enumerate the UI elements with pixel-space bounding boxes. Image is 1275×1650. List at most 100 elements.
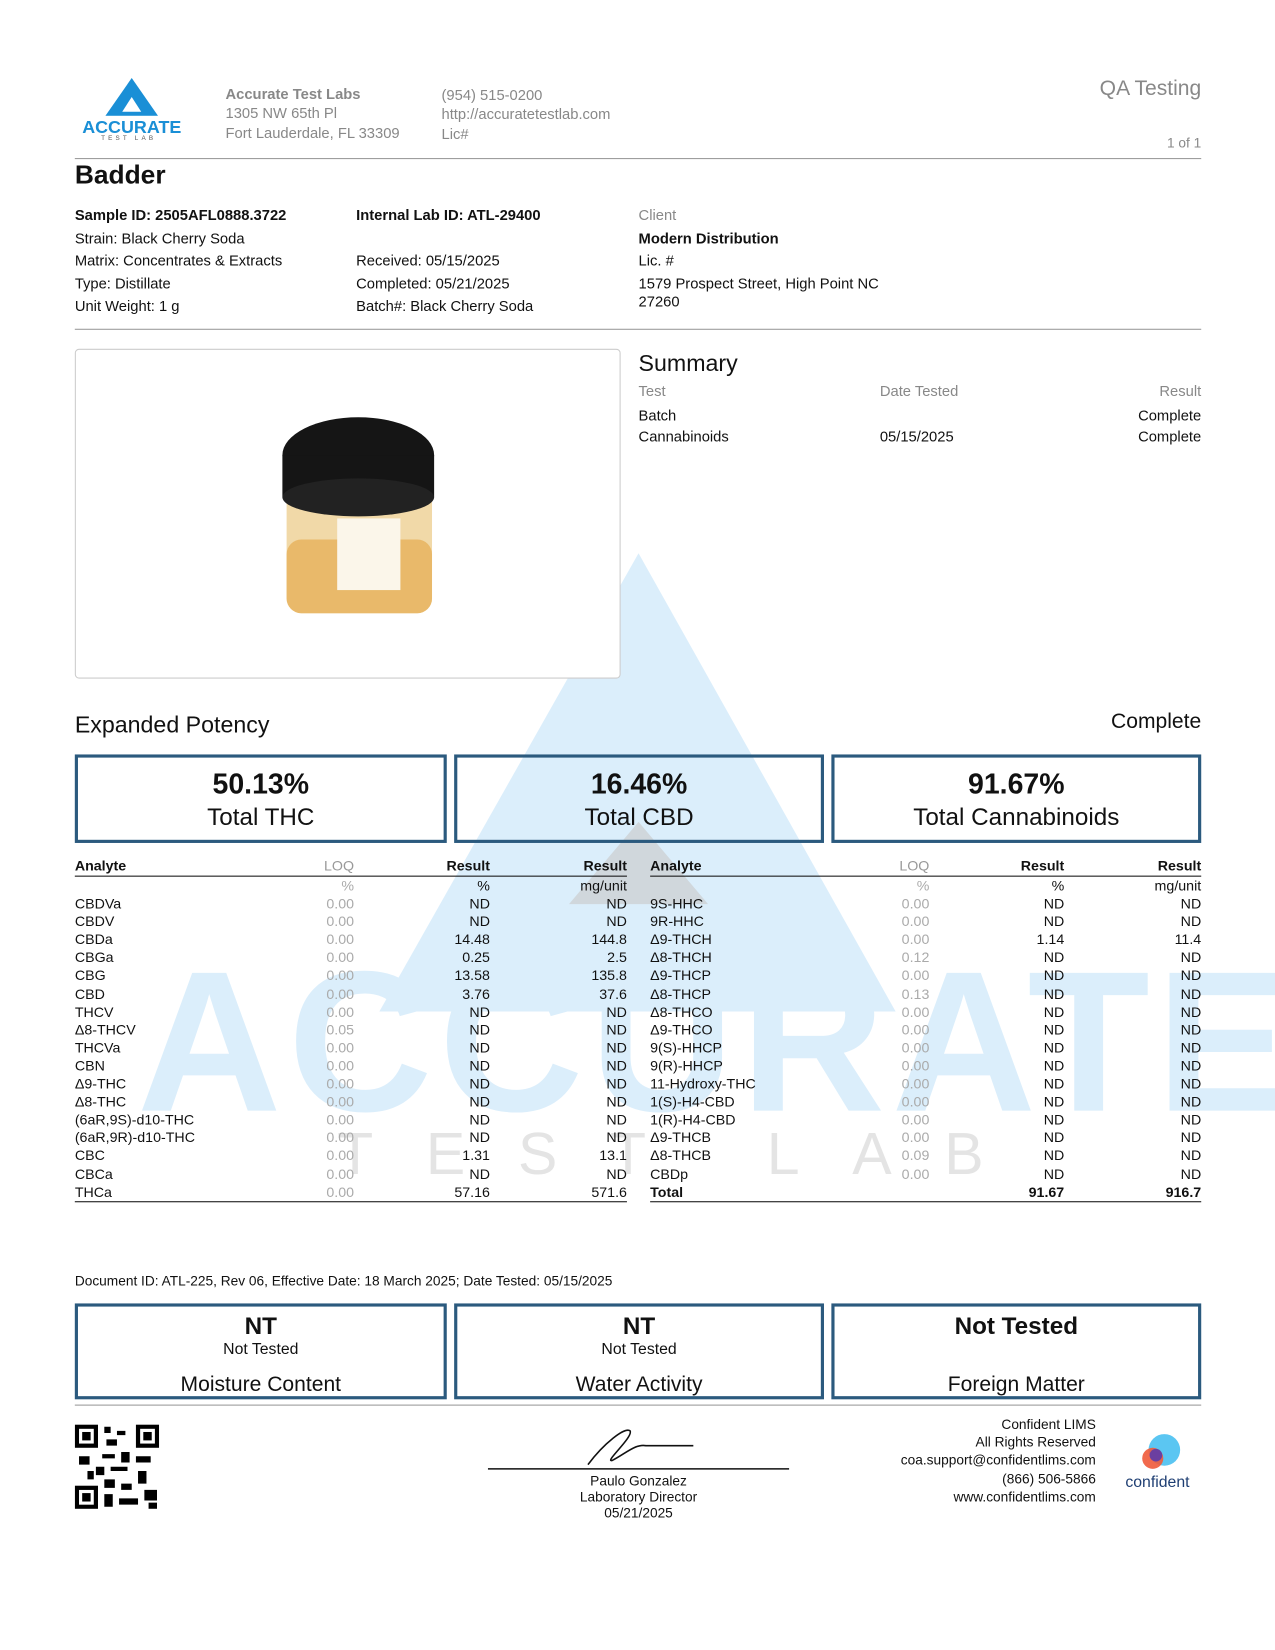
value: 57.16 — [454, 1183, 490, 1200]
value: ND — [1180, 1057, 1202, 1074]
value: ND — [469, 1129, 490, 1146]
value: ND — [469, 913, 490, 930]
value: 0.00 — [901, 1039, 930, 1056]
total-label: Total THC — [207, 802, 315, 831]
analyte: Δ8-THCO — [650, 1003, 713, 1020]
value: 571.6 — [591, 1183, 627, 1200]
value: 13.58 — [454, 967, 490, 984]
client-address: 27260 — [638, 292, 680, 310]
test-box: Not Tested Foreign Matter — [831, 1303, 1202, 1400]
value: ND — [1180, 1093, 1202, 1110]
divider — [74, 158, 1202, 160]
value: 0.00 — [326, 985, 355, 1002]
lab-lic: Lic# — [441, 125, 469, 143]
lab-name: Accurate Test Labs — [225, 85, 361, 103]
client-name: Modern Distribution — [638, 229, 779, 247]
header-rule — [650, 875, 1202, 877]
analyte: CBDV — [74, 913, 115, 930]
analyte: 9S-HHC — [650, 895, 704, 912]
analyte: CBD — [74, 985, 105, 1002]
sign-date: 05/21/2025 — [604, 1504, 673, 1521]
value: 0.00 — [326, 1183, 355, 1200]
value: ND — [1043, 1057, 1065, 1074]
value: ND — [1043, 1075, 1065, 1092]
value: 135.8 — [591, 967, 627, 984]
table-header: LOQ — [899, 857, 930, 874]
value: 37.6 — [599, 985, 627, 1002]
summary-header: Result — [1159, 382, 1202, 400]
value: ND — [1043, 1003, 1065, 1020]
value: 0.00 — [326, 1111, 355, 1128]
logo-text: ACCURATE — [82, 116, 182, 137]
analyte: Δ8-THCH — [650, 949, 712, 966]
analyte: (6aR,9R)-d10-THC — [74, 1129, 195, 1146]
summary-header: Test — [638, 382, 666, 400]
value: ND — [1180, 1003, 1202, 1020]
value: 0.05 — [326, 1021, 355, 1038]
value: ND — [606, 1021, 627, 1038]
test-value: NT — [622, 1311, 656, 1340]
value: 0.00 — [901, 1165, 930, 1182]
jar — [282, 417, 435, 614]
analyte: CBDVa — [74, 895, 122, 912]
value: ND — [606, 1057, 627, 1074]
test-value: Not Tested — [954, 1311, 1079, 1340]
value: ND — [1043, 1111, 1065, 1128]
value: ND — [606, 1165, 627, 1182]
total-box: 50.13% Total THC — [74, 754, 447, 843]
value: ND — [469, 895, 490, 912]
value: ND — [1180, 967, 1202, 984]
total-box: 16.46% Total CBD — [454, 754, 824, 843]
value: ND — [606, 1129, 627, 1146]
value: 144.8 — [591, 931, 627, 948]
analyte: 1(R)-H4-CBD — [650, 1111, 736, 1128]
analyte: CBG — [74, 967, 106, 984]
value: ND — [1180, 1147, 1202, 1164]
test-label: Water Activity — [575, 1372, 703, 1397]
table-header: Result — [1157, 857, 1202, 874]
test-sub — [835, 1340, 1199, 1359]
value: 0.00 — [901, 895, 930, 912]
value: ND — [1043, 967, 1065, 984]
value: 0.00 — [901, 1021, 930, 1038]
analyte: Δ8-THCV — [74, 1021, 136, 1038]
client-lic: Lic. # — [638, 251, 674, 269]
value: 0.25 — [462, 949, 490, 966]
internal-id: Internal Lab ID: ATL-29400 — [356, 206, 541, 224]
total-box: 91.67% Total Cannabinoids — [831, 754, 1202, 843]
table-header: Analyte — [650, 857, 702, 874]
sample-field: Matrix: Concentrates & Extracts — [74, 251, 283, 269]
summary-cell: Complete — [1138, 406, 1202, 424]
value: ND — [469, 1075, 490, 1092]
total-value: 50.13% — [212, 768, 310, 800]
analyte: Δ9-THC — [74, 1075, 127, 1092]
value: ND — [1180, 1129, 1202, 1146]
sample-field: Strain: Black Cherry Soda — [74, 229, 245, 247]
signature — [487, 1429, 790, 1470]
analyte: CBGa — [74, 949, 114, 966]
analyte: 11-Hydroxy-THC — [650, 1075, 756, 1092]
value: 0.00 — [901, 1003, 930, 1020]
value: ND — [1180, 1165, 1202, 1182]
watermark-text: ACCURATE — [136, 930, 1275, 1154]
value: ND — [606, 1111, 627, 1128]
total-value: 16.46% — [590, 768, 688, 800]
sample-field: Sample ID: 2505AFL0888.3722 — [74, 206, 287, 224]
total-cell: 91.67 — [1028, 1184, 1065, 1201]
value: ND — [1180, 1039, 1202, 1056]
analyte: Δ9-THCP — [650, 967, 712, 984]
value: 2.5 — [607, 949, 627, 966]
lims-line: (866) 506-5866 — [1002, 1470, 1096, 1487]
unit: mg/unit — [580, 877, 627, 894]
value: 1.31 — [462, 1147, 490, 1164]
value: 0.00 — [901, 967, 930, 984]
value: 0.00 — [901, 1075, 930, 1092]
value: ND — [606, 913, 627, 930]
potency-title: Expanded Potency — [74, 711, 270, 738]
analyte: THCV — [74, 1003, 114, 1020]
value: ND — [1180, 1021, 1202, 1038]
value: ND — [1043, 1129, 1065, 1146]
value: ND — [1180, 913, 1202, 930]
analyte: 1(S)-H4-CBD — [650, 1093, 735, 1110]
